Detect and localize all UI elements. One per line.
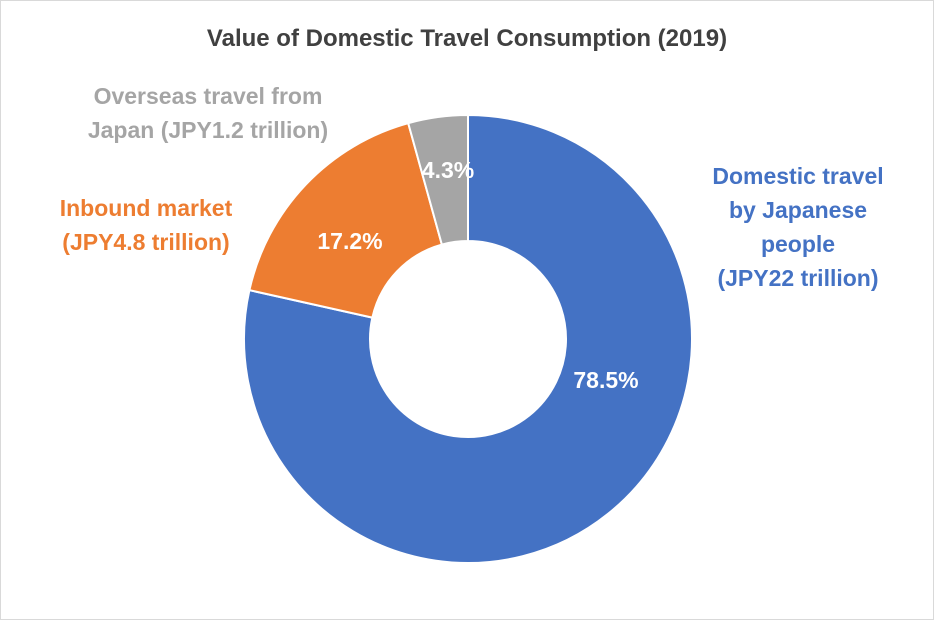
slice-label-line: Japan (JPY1.2 trillion)	[87, 117, 329, 143]
slice-value-label: 17.2%	[317, 228, 382, 254]
slice-label-line: Overseas travel from	[93, 83, 323, 109]
slice-value-label: 78.5%	[573, 367, 638, 393]
slice-label-overseas: Overseas travel from Japan (JPY1.2 trill…	[53, 79, 363, 147]
donut-slice	[243, 113, 693, 564]
donut-slice	[248, 121, 444, 319]
slice-label-domestic: Domestic travel by Japanese people (JPY2…	[673, 159, 923, 295]
slice-label-line: by Japanese	[728, 197, 868, 223]
slice-value-label: 4.3%	[422, 157, 474, 183]
slice-label-line: (JPY4.8 trillion)	[62, 229, 230, 255]
slice-label-line: people	[760, 231, 836, 257]
slice-label-line: (JPY22 trillion)	[717, 265, 879, 291]
slice-label-line: Domestic travel	[712, 163, 884, 189]
donut-slice	[406, 113, 469, 246]
chart-title: Value of Domestic Travel Consumption (20…	[206, 25, 728, 52]
slice-label-inbound: Inbound market (JPY4.8 trillion)	[21, 191, 271, 259]
slice-label-line: Inbound market	[59, 195, 233, 221]
